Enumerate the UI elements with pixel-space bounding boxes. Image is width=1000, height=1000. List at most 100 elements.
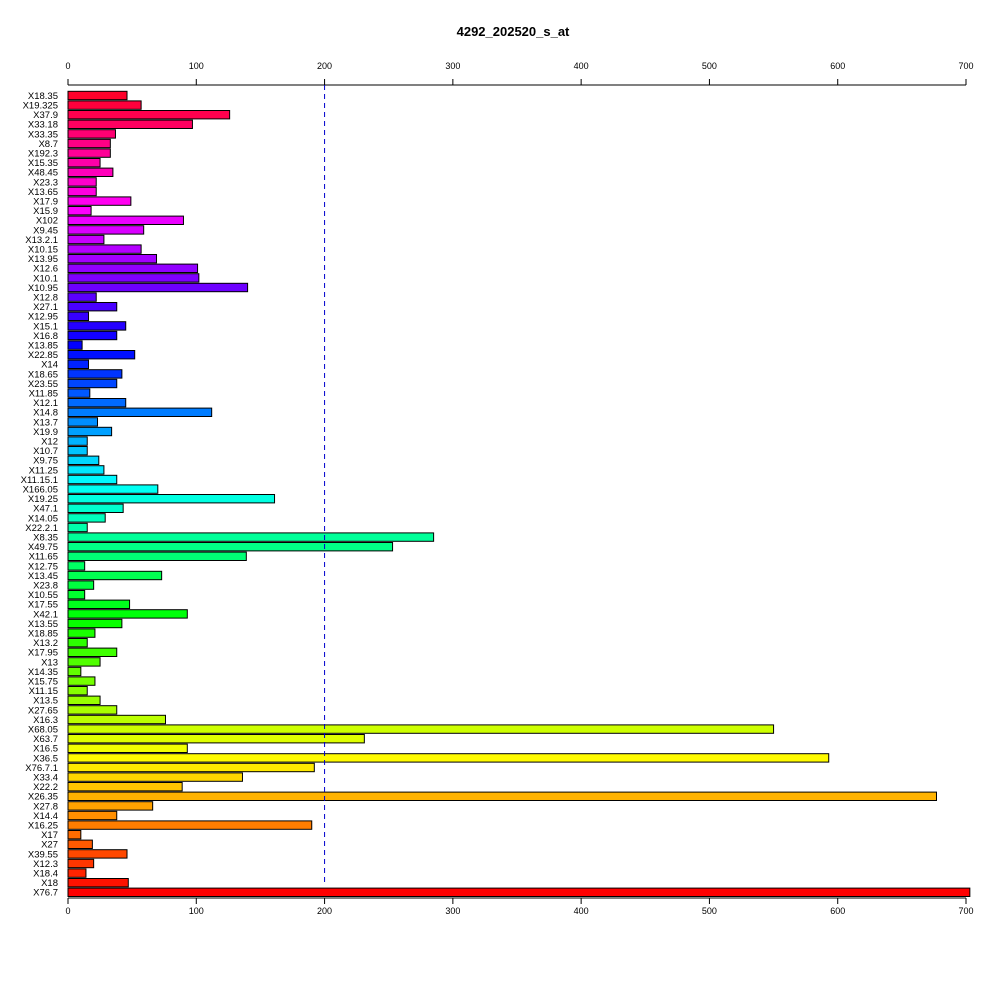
category-label: X13.2 <box>33 638 58 649</box>
bar-x63-7 <box>67 734 365 744</box>
bar-x76-7-1 <box>67 762 315 773</box>
category-label: X9.75 <box>33 456 58 467</box>
bar-x16-3 <box>67 714 166 725</box>
category-label: X15.1 <box>33 321 58 332</box>
bar-x23-55 <box>67 378 118 389</box>
bar-x18-85 <box>67 628 96 638</box>
bar-x19-325 <box>67 100 142 110</box>
bar-x37-9 <box>67 110 231 120</box>
bar-x22-2-1 <box>67 522 88 533</box>
bar-x12-3 <box>67 858 95 869</box>
category-label: X37.9 <box>33 110 58 121</box>
bar-x15-75 <box>67 676 96 686</box>
category-label: X47.1 <box>33 504 58 515</box>
category-label: X15.9 <box>33 206 58 217</box>
bar-x18 <box>67 878 129 888</box>
bar-x11-15-1 <box>67 474 118 485</box>
category-label: X36.5 <box>33 753 58 764</box>
tick-label: 600 <box>830 906 845 916</box>
bar-x17-95 <box>67 647 118 657</box>
category-label: X15.75 <box>28 677 58 688</box>
category-label: X10.55 <box>28 590 58 601</box>
category-label: X11.15 <box>29 686 58 697</box>
bar-x12-95 <box>67 311 90 322</box>
category-label: X166.05 <box>23 485 58 496</box>
category-label: X27.65 <box>28 705 58 716</box>
category-label: X22.85 <box>28 350 58 361</box>
category-label: X33.4 <box>33 773 58 784</box>
category-label: X23.8 <box>33 581 58 592</box>
bar-x16-8 <box>67 330 118 341</box>
bar-x22-2 <box>67 782 183 792</box>
bar-x15-35 <box>67 158 101 168</box>
category-label: X9.45 <box>33 225 58 236</box>
bar-x192-3 <box>67 148 111 158</box>
tick-label: 100 <box>189 61 204 71</box>
bar-x16-25 <box>67 820 313 830</box>
bar-x33-35 <box>67 129 116 139</box>
bar-x13-2-1 <box>67 234 105 245</box>
category-label: X19.9 <box>33 427 58 438</box>
tick-label: 300 <box>445 906 460 916</box>
tick-label: 0 <box>65 61 70 71</box>
bar-x11-65 <box>67 551 247 561</box>
category-label: X76.7.1 <box>25 763 58 774</box>
bar-x13-85 <box>67 340 83 350</box>
bar-x39-55 <box>67 849 128 859</box>
category-label: X23.3 <box>33 177 58 188</box>
tick-label: 600 <box>830 61 845 71</box>
bars-group <box>67 90 971 897</box>
bar-x36-5 <box>67 753 830 763</box>
category-label: X18.85 <box>28 629 58 640</box>
bar-x8-35 <box>67 532 435 542</box>
bar-x33-4 <box>67 772 243 782</box>
bar-x10-7 <box>67 446 88 456</box>
category-label: X14.05 <box>28 513 58 524</box>
category-label: X13.2.1 <box>25 235 58 246</box>
bar-x42-1 <box>67 609 188 619</box>
bar-x27-65 <box>67 705 118 715</box>
bar-x27-1 <box>67 302 118 312</box>
tick-label: 500 <box>702 61 717 71</box>
tick-label: 0 <box>65 906 70 916</box>
category-label: X13.65 <box>28 187 58 198</box>
bar-x19-25 <box>67 494 276 504</box>
chart-title: 4292_202520_s_at <box>457 24 570 39</box>
bar-x11-25 <box>67 465 105 475</box>
bar-x15-1 <box>67 321 127 331</box>
bar-x18-35 <box>67 90 128 101</box>
category-label: X17.9 <box>33 197 58 208</box>
category-label: X18 <box>41 878 58 889</box>
category-label: X18.4 <box>33 869 58 880</box>
category-label: X39.55 <box>28 849 58 860</box>
bar-x18-4 <box>67 868 87 878</box>
category-label: X27 <box>41 840 58 851</box>
bar-x16-5 <box>67 743 188 753</box>
category-label: X10.1 <box>33 273 58 284</box>
tick-label: 100 <box>189 906 204 916</box>
category-label: X13.45 <box>28 571 58 582</box>
bar-x8-7 <box>67 138 111 149</box>
category-label: X19.325 <box>23 101 58 112</box>
category-label: X16.3 <box>33 715 58 726</box>
category-label: X12.8 <box>33 293 58 304</box>
bar-x102 <box>67 215 184 226</box>
category-label: X48.45 <box>28 168 58 179</box>
category-label: X8.7 <box>38 139 58 150</box>
bar-x14-8 <box>67 407 213 418</box>
bar-x22-85 <box>67 350 136 360</box>
category-label: X27.1 <box>33 302 58 313</box>
category-label: X10.95 <box>28 283 58 294</box>
category-label: X13.55 <box>28 619 58 630</box>
tick-label: 400 <box>574 61 589 71</box>
bar-x10-15 <box>67 244 142 254</box>
category-label: X11.85 <box>29 389 58 400</box>
bar-x10-1 <box>67 273 200 283</box>
category-label: X12.95 <box>28 312 58 323</box>
category-label: X13 <box>41 657 58 668</box>
bar-x18-65 <box>67 369 123 379</box>
bar-x10-95 <box>67 282 249 293</box>
category-label: X13.5 <box>33 696 58 707</box>
category-label: X42.1 <box>33 609 58 620</box>
